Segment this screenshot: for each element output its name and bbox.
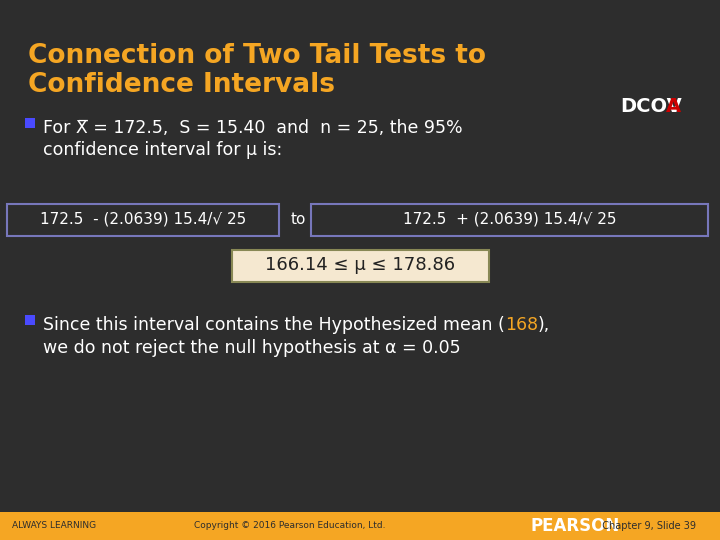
Text: DCOV: DCOV <box>620 97 682 116</box>
Bar <box>0 512 720 540</box>
FancyBboxPatch shape <box>232 250 488 282</box>
Text: ),: ), <box>538 316 550 334</box>
Text: Connection of Two Tail Tests to: Connection of Two Tail Tests to <box>28 43 486 69</box>
Text: Chapter 9, Slide 39: Chapter 9, Slide 39 <box>596 521 696 531</box>
FancyBboxPatch shape <box>7 204 279 236</box>
Text: A: A <box>666 97 681 116</box>
Text: we do not reject the null hypothesis at α = 0.05: we do not reject the null hypothesis at … <box>43 339 461 357</box>
Text: 172.5  - (2.0639) 15.4/√ 25: 172.5 - (2.0639) 15.4/√ 25 <box>40 212 246 226</box>
Text: 168: 168 <box>505 316 538 334</box>
Text: Copyright © 2016 Pearson Education, Ltd.: Copyright © 2016 Pearson Education, Ltd. <box>194 522 386 530</box>
Text: to: to <box>290 212 306 226</box>
Text: Confidence Intervals: Confidence Intervals <box>28 72 335 98</box>
Text: Since this interval contains the Hypothesized mean (: Since this interval contains the Hypothe… <box>43 316 505 334</box>
Bar <box>25 315 35 325</box>
Text: confidence interval for μ is:: confidence interval for μ is: <box>43 141 282 159</box>
Bar <box>25 118 35 128</box>
Text: ALWAYS LEARNING: ALWAYS LEARNING <box>12 522 96 530</box>
Text: 166.14 ≤ μ ≤ 178.86: 166.14 ≤ μ ≤ 178.86 <box>265 256 455 274</box>
Text: PEARSON: PEARSON <box>530 517 619 535</box>
Text: 168: 168 <box>505 316 538 334</box>
Text: For X̅ = 172.5,  S = 15.40  and  n = 25, the 95%: For X̅ = 172.5, S = 15.40 and n = 25, th… <box>43 119 463 137</box>
FancyBboxPatch shape <box>311 204 708 236</box>
Text: 172.5  + (2.0639) 15.4/√ 25: 172.5 + (2.0639) 15.4/√ 25 <box>402 212 616 226</box>
